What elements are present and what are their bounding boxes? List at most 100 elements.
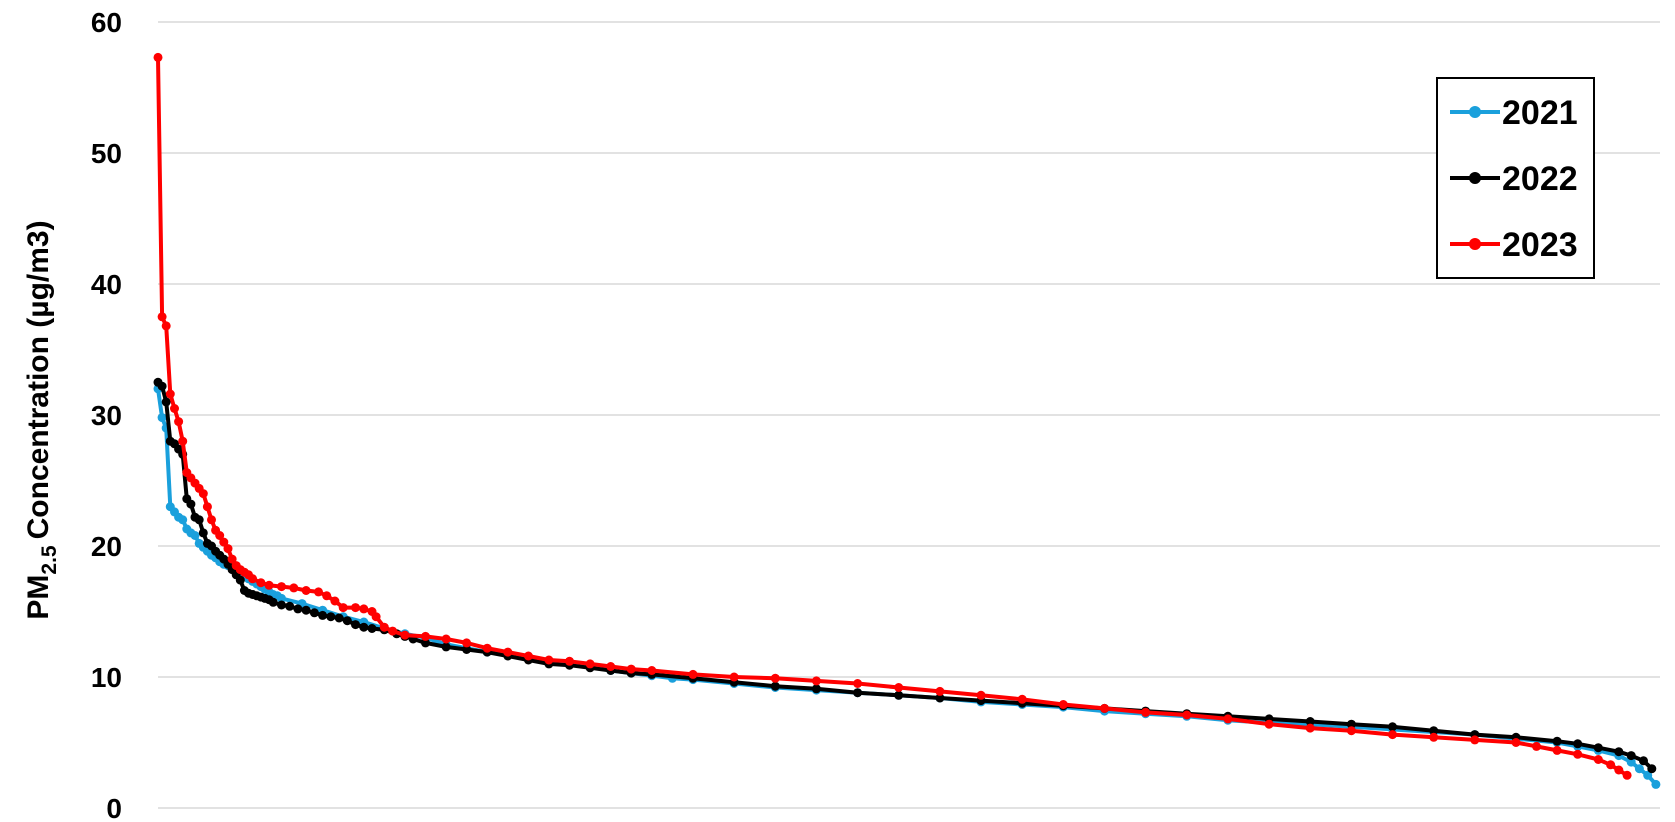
- data-point-2023-75: [1573, 749, 1583, 759]
- data-point-2022-63: [935, 693, 945, 703]
- data-point-2021-75: [1626, 757, 1636, 767]
- data-point-2023-36: [371, 612, 381, 622]
- data-point-2022-73: [1346, 719, 1356, 729]
- data-point-2022-74: [1388, 722, 1397, 732]
- data-point-2022-1: [157, 381, 167, 391]
- data-point-2023-46: [544, 655, 554, 665]
- gridlines: [158, 21, 1660, 809]
- y-tick-label-60: 60: [91, 7, 122, 38]
- data-point-2023-6: [178, 436, 188, 446]
- data-point-2023-45: [523, 651, 533, 661]
- data-point-2023-74: [1552, 745, 1562, 755]
- data-point-2021-78: [1651, 779, 1661, 789]
- data-point-2022-80: [1593, 743, 1603, 753]
- data-point-2023-30: [322, 591, 332, 601]
- data-point-2023-56: [853, 679, 863, 688]
- y-axis-title-subscript: 2.5: [38, 545, 61, 575]
- data-point-2023-42: [462, 638, 472, 648]
- data-point-2023-31: [330, 596, 340, 606]
- data-point-2022-2: [161, 397, 171, 407]
- data-point-2023-34: [359, 604, 369, 614]
- data-point-2022-47: [462, 645, 472, 654]
- data-point-2023-27: [289, 583, 299, 593]
- data-point-2022-61: [853, 688, 863, 698]
- legend-label-2023: 2023: [1502, 226, 1578, 264]
- data-point-2023-41: [441, 634, 451, 644]
- data-point-2022-10: [194, 515, 204, 525]
- data-point-2023-32: [338, 603, 348, 613]
- data-point-2023-72: [1511, 738, 1521, 747]
- data-point-2023-70: [1429, 732, 1439, 742]
- data-point-2022-81: [1614, 747, 1624, 757]
- data-point-2022-40: [367, 624, 377, 633]
- data-point-2023-29: [314, 587, 323, 597]
- y-axis-title-prefix: PM: [22, 575, 55, 620]
- data-point-2021-76: [1634, 764, 1644, 774]
- data-point-2021-9: [190, 531, 200, 540]
- y-tick-label-20: 20: [91, 531, 122, 562]
- data-point-2023-65: [1223, 714, 1233, 724]
- data-point-2023-52: [688, 669, 698, 679]
- legend-label-2021: 2021: [1502, 94, 1578, 132]
- data-point-2022-34: [318, 610, 328, 620]
- y-tick-label-0: 0: [106, 793, 122, 822]
- series-line-2021: [156, 388, 1658, 786]
- data-point-2023-11: [198, 489, 208, 499]
- data-point-2023-44: [503, 647, 513, 657]
- data-point-2023-23: [248, 574, 258, 584]
- data-point-2022-32: [301, 605, 311, 615]
- data-point-2023-49: [606, 662, 616, 671]
- y-tick-labels: 0 10 20 30 40 50 60: [91, 7, 122, 822]
- data-point-2023-16: [219, 537, 229, 547]
- data-point-2022-60: [811, 684, 821, 694]
- series-2023: [153, 52, 1632, 780]
- legend-marker-2021: [1469, 106, 1481, 118]
- data-point-2023-48: [585, 659, 595, 669]
- legend-marker-2023: [1469, 238, 1481, 250]
- data-point-2022-30: [285, 601, 295, 611]
- data-point-2022-82: [1626, 751, 1636, 761]
- data-point-2022-62: [894, 690, 904, 700]
- series-line-2022: [156, 380, 1654, 771]
- data-point-2023-47: [565, 656, 574, 666]
- y-axis-title: PM2.5 Concentration (µg/m3): [22, 220, 61, 619]
- data-point-2023-55: [811, 676, 821, 686]
- data-point-2023-61: [1058, 700, 1068, 709]
- data-point-2021-1: [157, 413, 167, 423]
- data-point-2023-58: [935, 686, 945, 696]
- data-point-2023-37: [379, 622, 389, 632]
- data-point-2023-1: [157, 312, 167, 322]
- data-point-2023-51: [647, 666, 657, 675]
- data-point-2022-37: [342, 616, 352, 626]
- data-point-2023-53: [729, 672, 739, 682]
- data-point-2022-35: [326, 612, 336, 622]
- y-tick-label-10: 10: [91, 662, 122, 693]
- data-point-2023-5: [174, 417, 184, 427]
- series-line-2023: [156, 57, 1629, 777]
- legend: 2021 2022 2023: [1436, 77, 1595, 279]
- data-point-2023-57: [894, 683, 904, 692]
- data-point-2023-67: [1305, 723, 1315, 733]
- data-point-2022-46: [441, 642, 451, 652]
- y-tick-label-50: 50: [91, 138, 122, 169]
- data-point-2023-4: [170, 404, 179, 413]
- y-tick-label-40: 40: [91, 269, 122, 300]
- data-point-2022-79: [1573, 739, 1583, 749]
- data-point-2023-68: [1346, 726, 1356, 736]
- data-point-2023-66: [1264, 719, 1274, 729]
- data-point-2022-78: [1552, 736, 1562, 746]
- data-point-2023-54: [770, 673, 780, 683]
- data-point-2023-28: [301, 586, 311, 595]
- data-point-2022-75: [1429, 726, 1439, 736]
- data-point-2022-72: [1305, 717, 1315, 726]
- data-point-2023-15: [215, 531, 225, 540]
- data-point-2023-26: [277, 582, 286, 592]
- data-point-2023-60: [1017, 694, 1027, 704]
- legend-marker-2022: [1469, 172, 1481, 184]
- data-point-2023-24: [256, 578, 266, 588]
- data-point-2021-30: [277, 593, 286, 603]
- data-point-2023-71: [1470, 735, 1480, 745]
- data-point-2023-13: [207, 515, 216, 525]
- data-point-2022-33: [309, 608, 319, 618]
